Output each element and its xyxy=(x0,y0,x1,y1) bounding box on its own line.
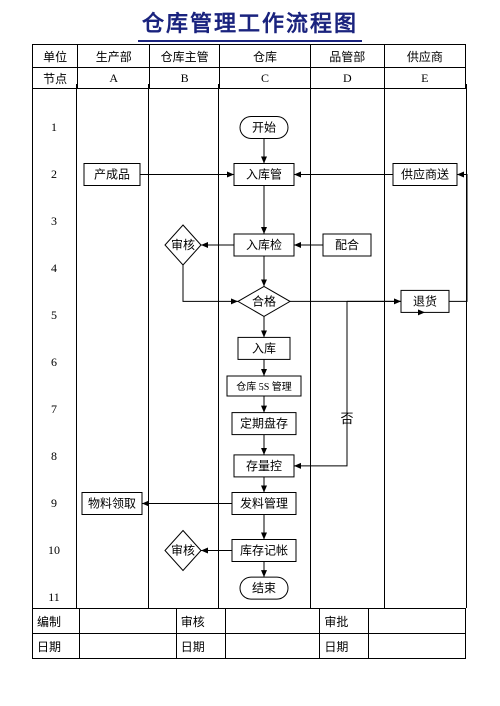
edge xyxy=(294,301,347,466)
approval-footer: 编制审核审批日期日期日期 xyxy=(32,608,466,659)
node-label-in: 入库 xyxy=(252,340,276,355)
footer-cell-1-1 xyxy=(80,634,177,659)
row-number-10: 10 xyxy=(44,543,64,558)
node-label-ininsp: 入库检 xyxy=(246,237,282,252)
row-number-5: 5 xyxy=(44,308,64,323)
row-number-3: 3 xyxy=(44,214,64,229)
node-label-supdel: 供应商送 xyxy=(401,167,449,182)
node-label-5s: 仓库 5S 管理 xyxy=(236,380,292,393)
edge xyxy=(449,175,467,302)
footer-cell-1-5 xyxy=(369,634,466,659)
footer-cell-0-0: 编制 xyxy=(33,609,80,634)
node-label-inreg: 入库管 xyxy=(246,167,282,182)
node-label-cycle: 定期盘存 xyxy=(240,416,288,431)
row-number-7: 7 xyxy=(44,402,64,417)
footer-cell-0-1 xyxy=(80,609,177,634)
node-label-start: 开始 xyxy=(252,121,276,135)
flowchart-canvas: 开始入库管产成品供应商送入库检配合审核合格退货入库仓库 5S 管理定期盘存否存量… xyxy=(0,0,500,706)
footer-cell-1-2: 日期 xyxy=(176,634,225,659)
row-number-8: 8 xyxy=(44,449,64,464)
footer-cell-0-5 xyxy=(369,609,466,634)
footer-cell-1-0: 日期 xyxy=(33,634,80,659)
row-number-6: 6 xyxy=(44,355,64,370)
footer-cell-0-4: 审批 xyxy=(320,609,369,634)
edge xyxy=(183,265,238,301)
node-label-return: 退货 xyxy=(413,293,437,308)
footer-cell-1-4: 日期 xyxy=(320,634,369,659)
node-label-stock: 存量控 xyxy=(246,459,282,473)
row-number-1: 1 xyxy=(44,120,64,135)
node-label-rev2: 审核 xyxy=(171,543,195,558)
footer-cell-1-3 xyxy=(225,634,320,659)
node-label-end: 结束 xyxy=(252,581,276,595)
row-number-11: 11 xyxy=(44,590,64,605)
footer-cell-0-2: 审核 xyxy=(176,609,225,634)
node-label-pick: 物料领取 xyxy=(88,497,136,511)
row-number-4: 4 xyxy=(44,261,64,276)
page: 仓库管理工作流程图 单位生产部仓库主管仓库品管部供应商 节点ABCDE 开始入库… xyxy=(0,0,500,706)
footer-cell-0-3 xyxy=(225,609,320,634)
node-label-post: 库存记帐 xyxy=(240,543,288,558)
row-number-2: 2 xyxy=(44,167,64,182)
node-label-issue: 发料管理 xyxy=(240,496,288,511)
row-number-9: 9 xyxy=(44,496,64,511)
node-label-fg: 产成品 xyxy=(94,168,130,182)
node-label-ok: 合格 xyxy=(252,293,276,308)
node-label-rev1: 审核 xyxy=(171,237,195,252)
node-label-coop: 配合 xyxy=(335,237,359,252)
